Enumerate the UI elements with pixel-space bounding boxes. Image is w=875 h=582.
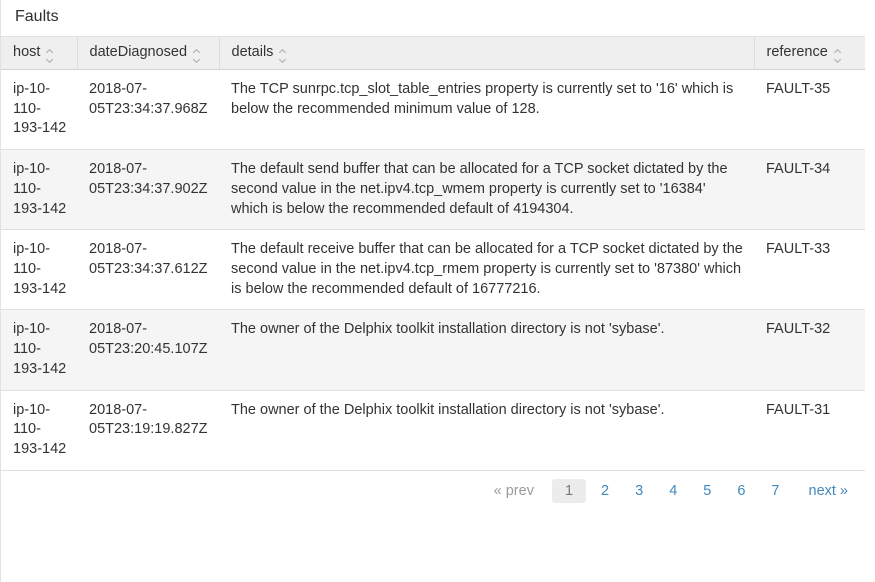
page-button-6[interactable]: 6 xyxy=(737,482,746,499)
cell-host: ip-10-110-193-142 xyxy=(1,68,77,150)
sort-icon xyxy=(193,48,201,64)
table-row: ip-10-110-193-142 2018-07-05T23:34:37.96… xyxy=(1,68,865,150)
table-row: ip-10-110-193-142 2018-07-05T23:20:45.10… xyxy=(1,309,865,391)
column-header-host[interactable]: host xyxy=(1,36,77,70)
column-header-dateDiagnosed[interactable]: dateDiagnosed xyxy=(76,36,219,70)
sort-icon xyxy=(833,48,841,64)
page-button-7[interactable]: 7 xyxy=(771,482,780,499)
sort-icon xyxy=(46,48,54,64)
cell-details: The owner of the Delphix toolkit install… xyxy=(219,309,754,391)
table-row: ip-10-110-193-142 2018-07-05T23:34:37.61… xyxy=(1,229,865,310)
pagination: « prev 1 2 3 4 5 6 7 next » xyxy=(1,471,875,503)
cell-details: The default receive buffer that can be a… xyxy=(219,229,754,310)
page-button-5[interactable]: 5 xyxy=(703,482,712,499)
column-header-reference[interactable]: reference xyxy=(753,36,865,70)
cell-dateDiagnosed: 2018-07-05T23:34:37.902Z xyxy=(77,149,219,230)
column-header-reference-label: reference xyxy=(766,44,828,60)
cell-reference: FAULT-33 xyxy=(754,229,865,310)
cell-details: The TCP sunrpc.tcp_slot_table_entries pr… xyxy=(219,68,754,150)
cell-reference: FAULT-35 xyxy=(754,68,865,150)
table-row: ip-10-110-193-142 2018-07-05T23:34:37.90… xyxy=(1,149,865,230)
cell-host: ip-10-110-193-142 xyxy=(1,229,77,310)
table-header-row: host dateDiagnosed details reference xyxy=(1,36,865,70)
cell-host: ip-10-110-193-142 xyxy=(1,309,77,391)
page-button-2[interactable]: 2 xyxy=(601,482,610,499)
page-title: Faults xyxy=(15,8,59,25)
column-header-details[interactable]: details xyxy=(218,36,754,70)
cell-reference: FAULT-32 xyxy=(754,309,865,391)
page-button-1: 1 xyxy=(551,478,587,503)
cell-host: ip-10-110-193-142 xyxy=(1,149,77,230)
next-page-button[interactable]: next » xyxy=(808,482,849,499)
sort-icon xyxy=(279,48,287,64)
cell-dateDiagnosed: 2018-07-05T23:34:37.612Z xyxy=(77,229,219,310)
column-header-dateDiagnosed-label: dateDiagnosed xyxy=(89,44,188,60)
cell-host: ip-10-110-193-142 xyxy=(1,389,77,471)
faults-table: host dateDiagnosed details reference ip-… xyxy=(1,36,865,471)
page-button-4[interactable]: 4 xyxy=(669,482,678,499)
cell-dateDiagnosed: 2018-07-05T23:19:19.827Z xyxy=(77,389,219,471)
cell-dateDiagnosed: 2018-07-05T23:34:37.968Z xyxy=(77,68,219,150)
cell-dateDiagnosed: 2018-07-05T23:20:45.107Z xyxy=(77,309,219,391)
page-button-3[interactable]: 3 xyxy=(635,482,644,499)
cell-reference: FAULT-34 xyxy=(754,149,865,230)
cell-details: The owner of the Delphix toolkit install… xyxy=(219,389,754,471)
table-row: ip-10-110-193-142 2018-07-05T23:19:19.82… xyxy=(1,389,865,471)
cell-details: The default send buffer that can be allo… xyxy=(219,149,754,230)
column-header-host-label: host xyxy=(13,44,41,60)
column-header-details-label: details xyxy=(231,44,274,60)
prev-page-button[interactable]: « prev xyxy=(493,482,534,499)
cell-reference: FAULT-31 xyxy=(754,389,865,471)
